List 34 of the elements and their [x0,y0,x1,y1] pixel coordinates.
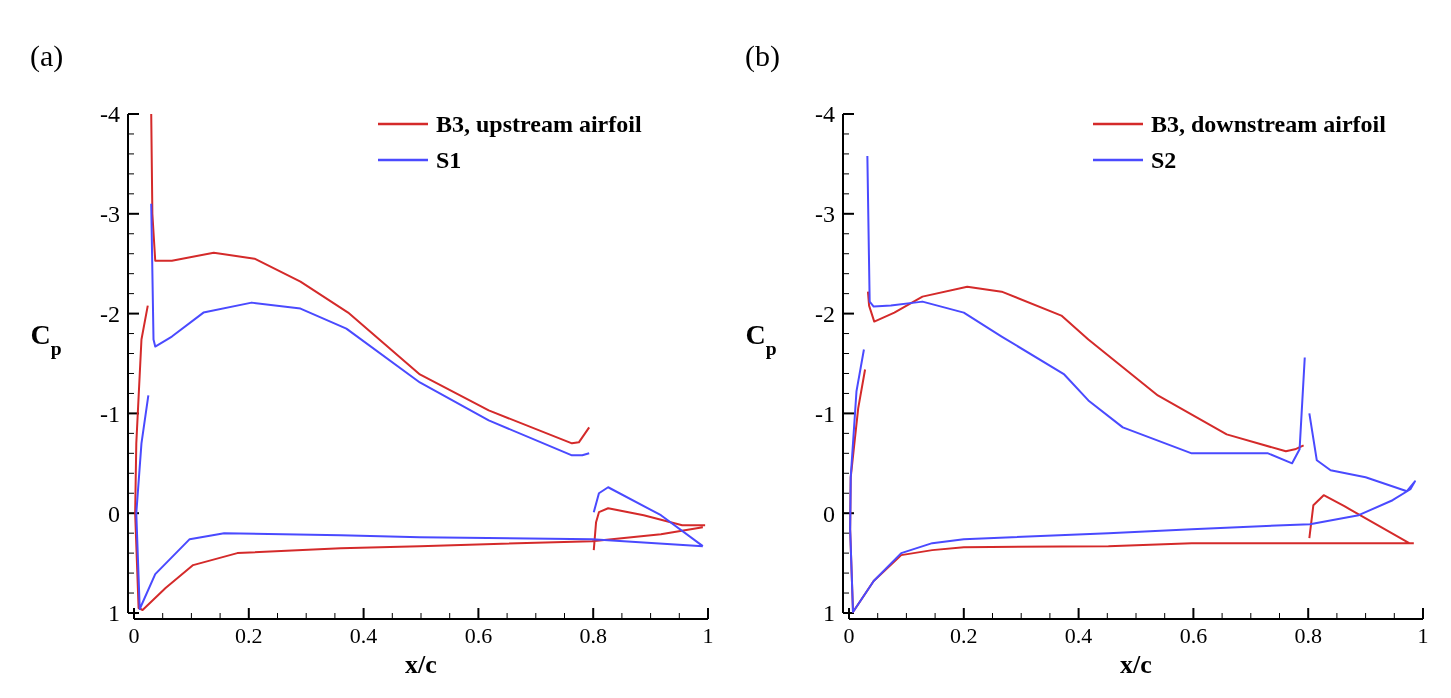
y-tick-label: -3 [815,201,835,228]
y-tick-label: -3 [100,201,120,228]
x-tick-label: 0.6 [464,623,493,648]
y-axis-title: C$_{p}$ [745,318,777,358]
y-tick-label: 1 [823,600,835,627]
y-tick-label: 0 [108,500,120,527]
y-tick-label: -4 [815,101,835,128]
chart-title: (b) [745,39,780,73]
x-tick-label: 0.2 [235,623,263,648]
x-tick-label: 0.2 [950,623,978,648]
y-tick-label: -4 [100,101,120,128]
y-tick-label: -1 [100,400,120,427]
legend-label: B3, downstream airfoil [1151,111,1387,138]
chart-title: (a) [30,39,64,73]
x-tick-label: 0.6 [1179,623,1208,648]
y-tick-label: 1 [108,600,120,627]
x-tick-label: 0 [128,623,140,648]
x-tick-label: 0.4 [1064,623,1093,648]
y-tick-label: 0 [823,500,835,527]
legend-label: S1 [436,147,462,174]
x-tick-label: 1 [1417,623,1429,648]
x-tick-label: 0.8 [1294,623,1322,648]
x-tick-label: 0.4 [349,623,378,648]
legend-label: S2 [1151,147,1177,174]
y-tick-label: -2 [100,301,120,327]
y-tick-label: -2 [815,301,835,327]
x-axis-title: x/c [1120,650,1152,679]
legend-label: B3, upstream airfoil [436,111,642,138]
x-axis-title: x/c [405,650,437,679]
x-tick-label: 1 [702,623,714,648]
x-tick-label: 0 [843,623,855,648]
y-tick-label: -1 [815,400,835,427]
y-axis-title: C$_{p}$ [30,318,62,358]
x-tick-label: 0.8 [579,623,607,648]
